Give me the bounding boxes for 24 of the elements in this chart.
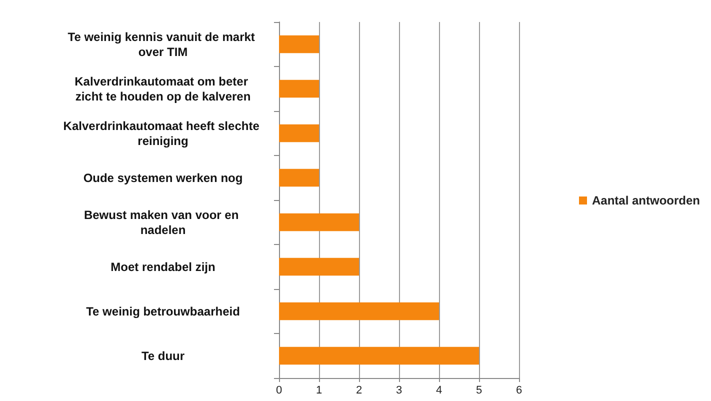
x-tick-label: 1 (316, 384, 322, 396)
x-tick-label: 2 (356, 384, 362, 396)
x-tick-label: 0 (276, 384, 282, 396)
bar (279, 302, 439, 320)
y-tick-label: Te duur (141, 348, 185, 363)
bar (279, 124, 319, 142)
legend-label: Aantal antwoorden (592, 194, 700, 208)
y-tick-label: Kalverdrinkautomaat heeft slechte reiniging (63, 118, 263, 148)
x-tick-label: 5 (476, 384, 482, 396)
y-tick-label: Te weinig betrouwbaarheid (86, 304, 240, 318)
bar (279, 213, 359, 232)
y-tick-label: Te weinig kennis vanuit de markt over TIM (68, 30, 258, 59)
bar (279, 258, 359, 276)
y-tick-label: Moet rendabel zijn (110, 260, 216, 274)
x-tick-label: 3 (396, 384, 402, 396)
bar (279, 168, 319, 187)
y-tick-label: Oude systemen werken nog (83, 170, 243, 185)
y-tick-label: Bewust maken van voor en nadelen (84, 208, 242, 237)
bar (279, 346, 479, 365)
x-tick-label: 4 (436, 384, 442, 396)
bar (279, 35, 319, 54)
y-tick-label: Kalverdrinkautomaat om beter zicht te houden op de kalveren (74, 74, 252, 104)
bar (279, 80, 319, 98)
x-tick-label: 6 (516, 384, 522, 396)
